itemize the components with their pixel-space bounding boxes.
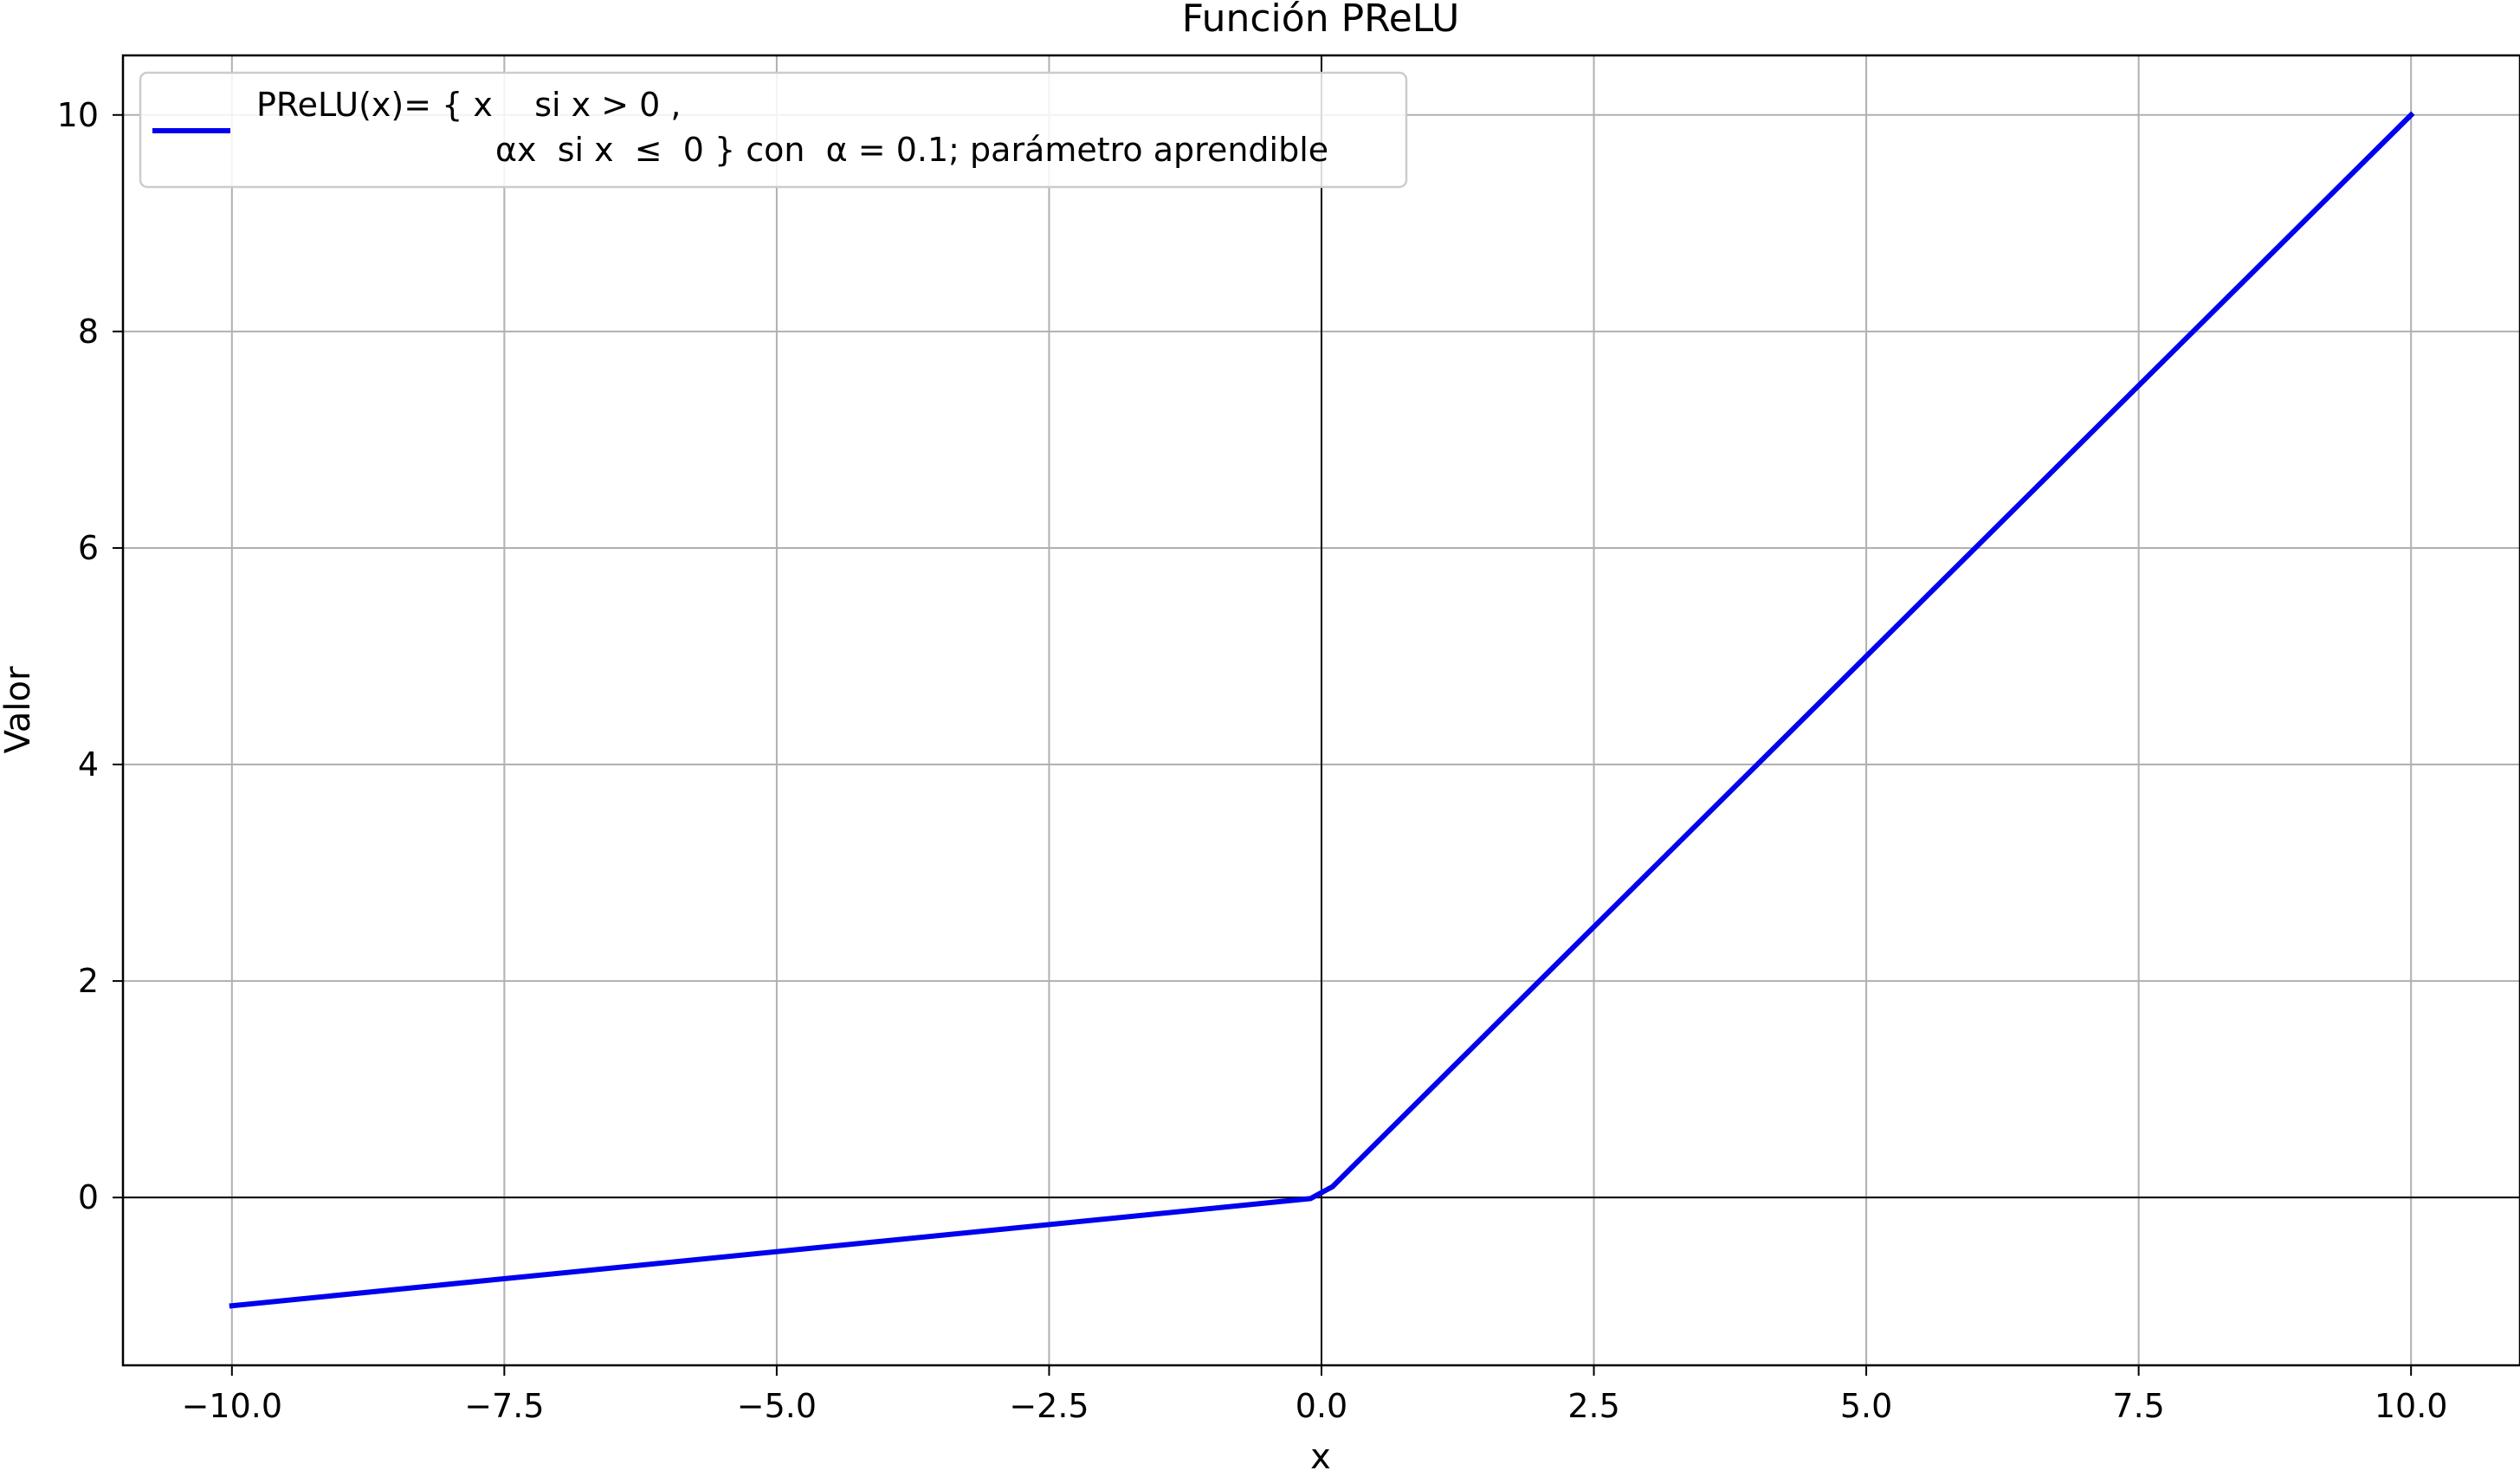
x-axis-label: x	[1310, 1437, 1331, 1477]
y-tick-label: 6	[78, 529, 99, 567]
x-tick-label: 0.0	[1296, 1387, 1347, 1425]
x-tick-label: 7.5	[2112, 1387, 2164, 1425]
x-tick-label: 2.5	[1567, 1387, 1619, 1425]
x-tick-label: −2.5	[1009, 1387, 1089, 1425]
chart-title: Función PReLU	[1182, 0, 1460, 41]
legend-box	[139, 71, 1408, 189]
y-tick-label: 8	[78, 313, 99, 351]
x-tick-label: −5.0	[737, 1387, 817, 1425]
x-tick-label: 10.0	[2375, 1387, 2448, 1425]
legend-label-line-2: αx si x ≤ 0 } con α = 0.1; parámetro apr…	[495, 131, 1328, 169]
reference-lines	[123, 55, 2520, 1365]
y-tick-label: 2	[78, 962, 99, 1000]
x-axis-ticks: −10.0 −7.5 −5.0 −2.5 0.0 2.5 5.0 7.5 10.0	[182, 1365, 2448, 1425]
prelu-series-line	[229, 111, 2415, 1309]
x-tick-label: −7.5	[464, 1387, 544, 1425]
y-axis-ticks: 0 2 4 6 8 10	[57, 96, 123, 1216]
legend-label-line-1: PReLU(x)= { x si x > 0 ,	[256, 86, 681, 124]
y-tick-label: 10	[57, 96, 99, 134]
series-layer	[229, 111, 2415, 1309]
y-tick-label: 4	[78, 745, 99, 784]
x-tick-label: −10.0	[182, 1387, 282, 1425]
y-tick-label: 0	[78, 1178, 99, 1216]
legend: PReLU(x)= { x si x > 0 , αx si x ≤ 0 } c…	[139, 71, 1408, 189]
y-axis-label: Valor	[0, 666, 38, 753]
x-tick-label: 5.0	[1840, 1387, 1892, 1425]
